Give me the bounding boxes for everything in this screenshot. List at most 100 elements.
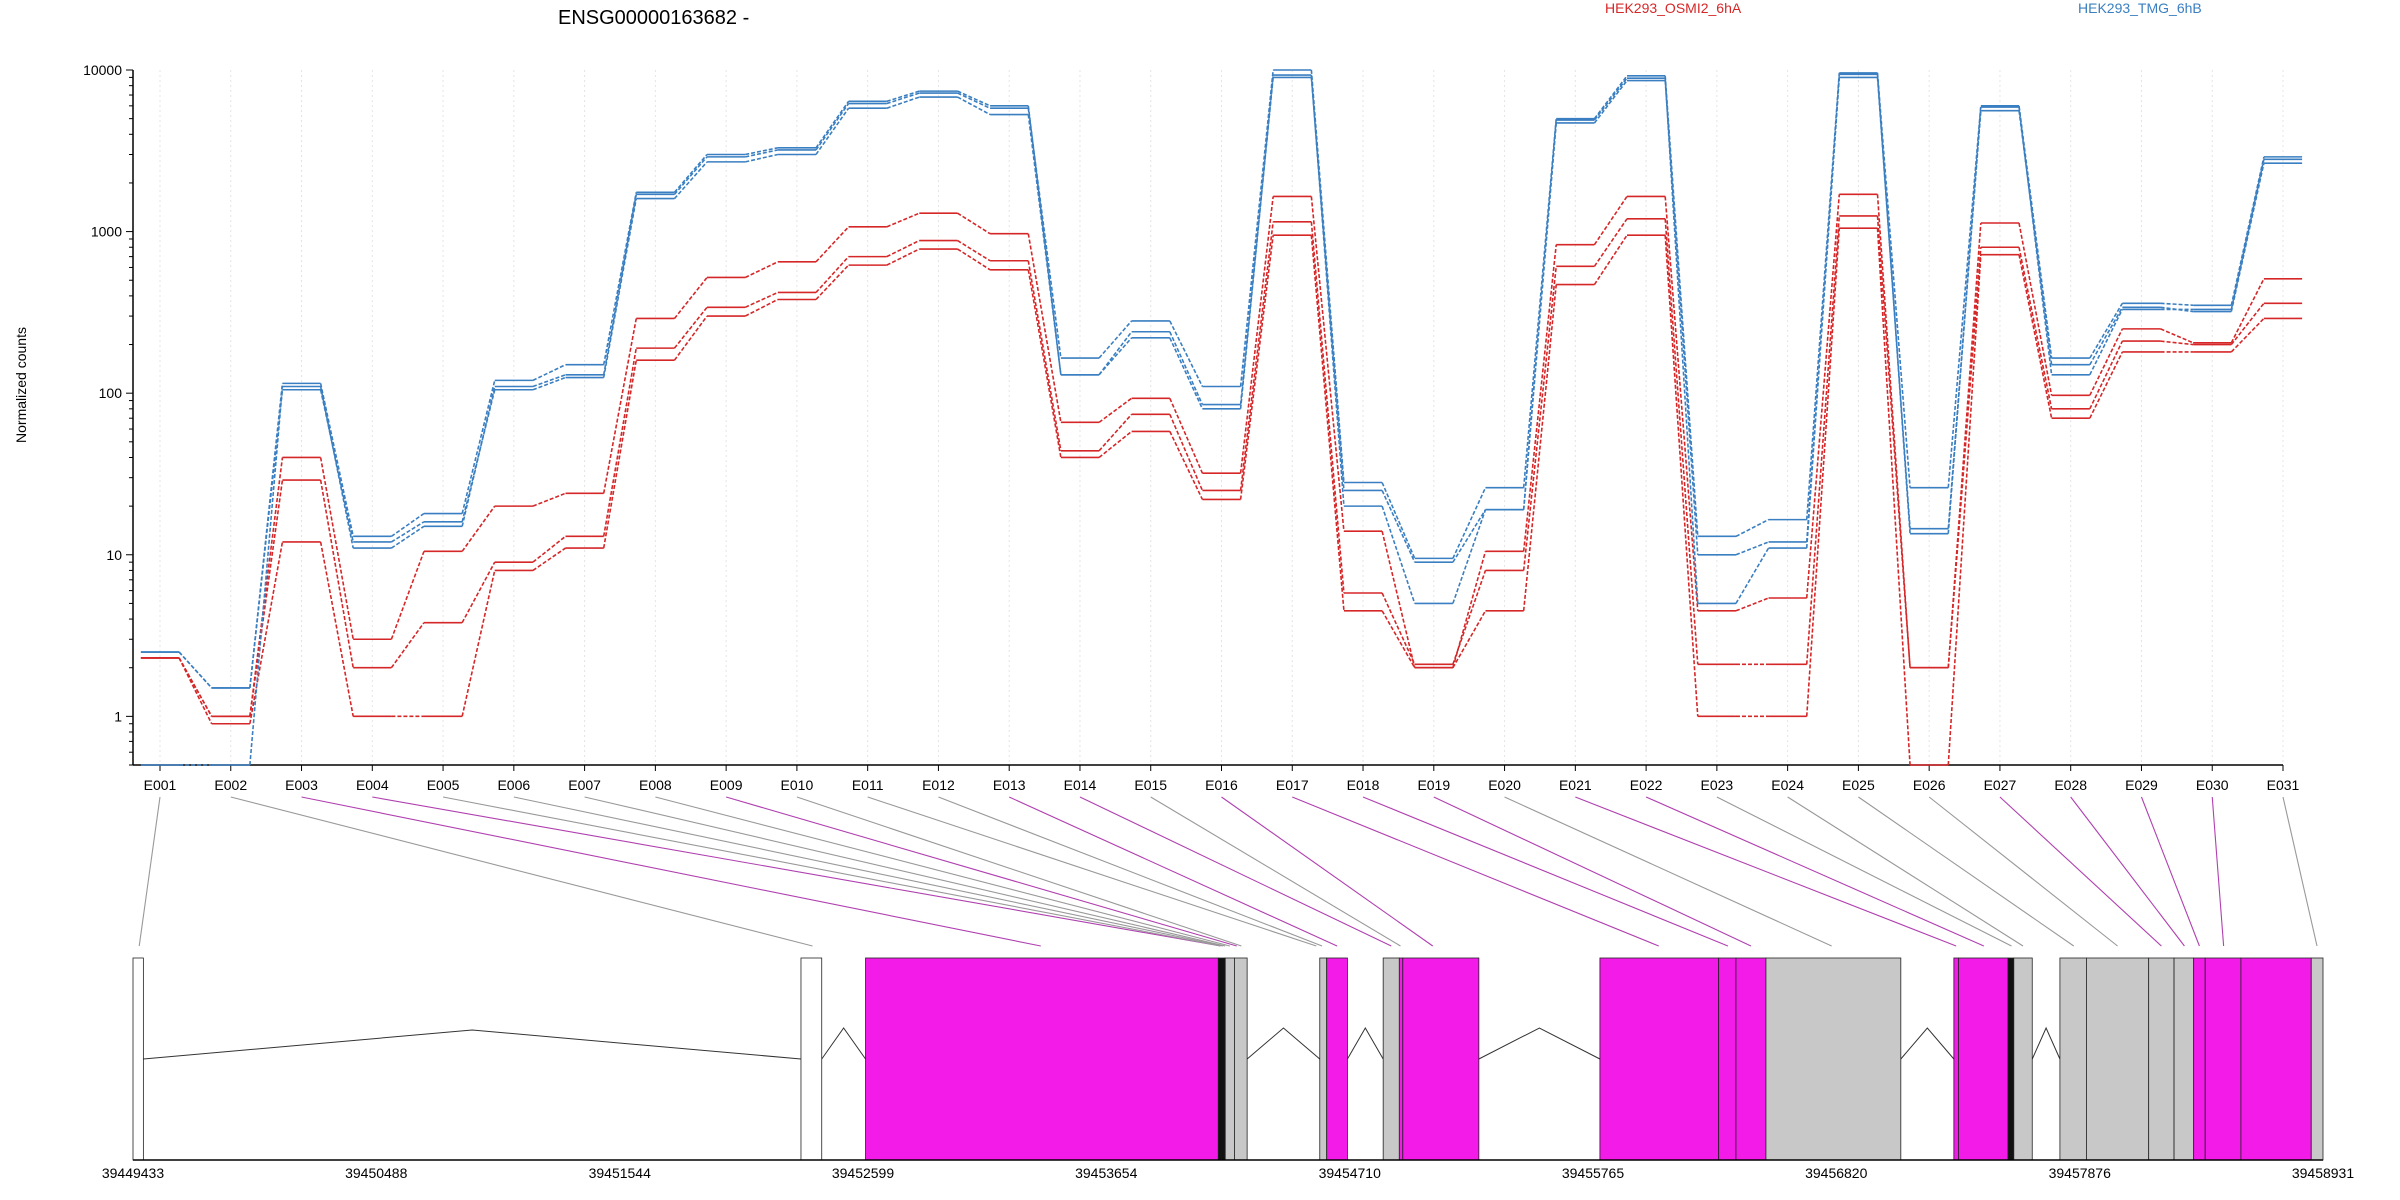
series-segment [744, 291, 779, 309]
series-segment [1522, 119, 1558, 510]
series-6 [140, 73, 2303, 689]
x-tick-label: E021 [1559, 777, 1592, 793]
exon-block [1224, 957, 1235, 1161]
y-tick-label: 100 [99, 385, 123, 401]
coordinate-label: 39457876 [2049, 1165, 2112, 1181]
x-tick-label: E017 [1276, 777, 1309, 793]
series-segment [1735, 597, 1769, 612]
series-segment [2018, 247, 2053, 409]
series-segment [532, 376, 566, 391]
series-segment [1452, 509, 1487, 604]
exon-connector [1858, 796, 2075, 947]
series-segment [1947, 247, 1982, 668]
series-segment [1947, 106, 1982, 534]
series-segment [1169, 397, 1204, 474]
series-segment [1239, 196, 1274, 474]
series-segment [249, 386, 284, 766]
series-segment [1027, 114, 1062, 375]
series-segment [532, 492, 566, 507]
series-segment [2089, 328, 2124, 396]
series-segment [1098, 430, 1133, 459]
legend: HEK293_OSMI2_6hA HEK293_TMG_6hB [1605, 0, 2202, 16]
coordinate-label: 39455765 [1562, 1165, 1625, 1181]
series-segment [1310, 75, 1345, 507]
exon-connector [1433, 796, 1752, 947]
series-segment [1027, 108, 1062, 359]
exon-block [1765, 957, 1902, 1161]
x-tick-label: E018 [1347, 777, 1380, 793]
exon-connector [1079, 796, 1392, 947]
exon-connector [2070, 796, 2185, 947]
series-segment [886, 212, 920, 228]
series-segment [745, 153, 778, 163]
exon-block [800, 957, 823, 1161]
series-segment [1805, 72, 1841, 520]
exon-connector [301, 796, 1041, 947]
x-tick-label: E005 [427, 777, 460, 793]
series-segment [1452, 509, 1487, 563]
exon-connector [1928, 796, 2118, 947]
series-segment [2230, 302, 2265, 346]
series-segment [744, 261, 779, 279]
series-segment [1593, 77, 1628, 121]
series-segment [1947, 254, 1982, 766]
series-segment [319, 457, 354, 640]
series-segment [1027, 260, 1062, 451]
series-segment [1593, 218, 1628, 267]
series-segment [1239, 221, 1274, 491]
series-3 [140, 193, 2303, 718]
series-segment [178, 657, 213, 717]
x-tick-label: E015 [1134, 777, 1167, 793]
series-segment [1664, 78, 1699, 604]
x-tick-label: E007 [568, 777, 601, 793]
series-segment [673, 276, 708, 319]
coordinate-label: 39450488 [345, 1165, 408, 1181]
exon-connector [1221, 796, 1434, 947]
x-tick-label: E009 [710, 777, 743, 793]
series-segment [2018, 106, 2053, 375]
x-tick-label: E025 [1842, 777, 1875, 793]
x-tick-label: E010 [781, 777, 814, 793]
series-segment [461, 570, 496, 717]
series-segment [461, 380, 496, 514]
series-segment [390, 521, 425, 543]
series-segment [957, 239, 991, 262]
series-segment [815, 107, 850, 155]
series-segment [390, 551, 425, 640]
series-segment [886, 90, 920, 103]
series-4 [140, 69, 2303, 766]
series-segment [602, 360, 638, 549]
exon-connector [1575, 796, 1957, 947]
series-segment [673, 315, 708, 361]
series-segment [1876, 215, 1911, 668]
series-segment [1169, 320, 1204, 387]
exon-connector [442, 796, 1221, 947]
series-segment [2089, 306, 2124, 366]
series-segment [2230, 317, 2265, 353]
series-segment [1169, 413, 1204, 491]
series-segment [1381, 592, 1416, 665]
gene-model [132, 957, 2324, 1161]
legend-entry: HEK293_OSMI2_6hA [1605, 0, 1742, 16]
series-segment [390, 622, 425, 669]
exon-connector [655, 796, 1230, 947]
series-segment [1805, 228, 1841, 717]
x-tick-label: E027 [1984, 777, 2017, 793]
series-segment [1098, 397, 1133, 423]
x-tick-label: E012 [922, 777, 955, 793]
x-tick-label: E031 [2267, 777, 2300, 793]
series-segment [886, 92, 920, 105]
coordinate-label: 39449433 [102, 1165, 165, 1181]
series-segment [745, 147, 778, 156]
series-segment [1310, 221, 1345, 594]
series-segment [1664, 218, 1699, 665]
exon-block [2059, 957, 2087, 1161]
exon-connector [867, 796, 1317, 947]
series-segment [1098, 320, 1133, 359]
exon-connector [2140, 796, 2200, 947]
series-segment [1522, 244, 1558, 552]
x-tick-label: E019 [1417, 777, 1450, 793]
series-segment [1169, 337, 1204, 410]
exon-connector [1787, 796, 2024, 947]
